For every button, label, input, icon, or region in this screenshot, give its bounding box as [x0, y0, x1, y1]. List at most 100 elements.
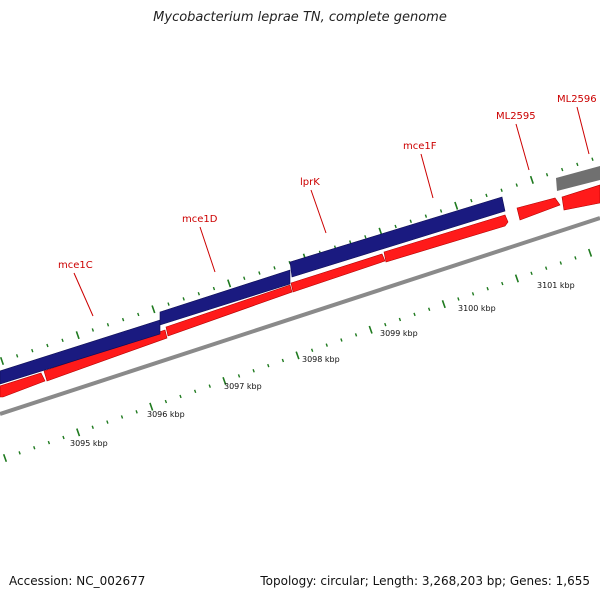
- scale-label-layer: 3095 kbp 3096 kbp 3097 kbp 3098 kbp 3099…: [70, 281, 575, 448]
- outer-scale-tick: [167, 302, 170, 306]
- outer-scale-tick: [454, 201, 459, 210]
- scale-label-3099: 3099 kbp: [380, 329, 418, 338]
- inner-scale-tick: [18, 451, 21, 455]
- inner-scale-tick: [106, 420, 109, 424]
- inner-scale-tick: [91, 425, 94, 429]
- outer-scale-tick: [545, 172, 549, 177]
- outer-scale-tick: [182, 297, 185, 301]
- gene-arrow-ml2595[interactable]: [516, 197, 561, 221]
- outer-scale-tick: [137, 312, 140, 317]
- inner-scale-tick: [325, 343, 328, 347]
- inner-scale-tick: [164, 399, 168, 404]
- inner-scale-tick: [149, 402, 154, 411]
- outer-scale-tick: [75, 331, 80, 340]
- accession-text: Accession: NC_002677: [9, 574, 146, 588]
- gene-block-lprk-mce1f[interactable]: [289, 196, 506, 278]
- outer-scale-tick: [0, 356, 5, 366]
- gene-arrow-lprk-reverse[interactable]: [290, 253, 386, 293]
- inner-scale-tick: [237, 374, 241, 378]
- outer-scale-tick: [529, 175, 534, 184]
- scale-label-3098: 3098 kbp: [302, 355, 340, 364]
- inner-scale-tick: [587, 248, 593, 257]
- inner-scale-tick: [427, 307, 431, 311]
- outer-scale-tick: [485, 193, 488, 198]
- outer-scale-tick: [258, 271, 261, 275]
- gene-block-mce1b[interactable]: [0, 319, 161, 385]
- inner-tick-track: [2, 248, 593, 463]
- inner-scale-tick: [413, 312, 416, 317]
- gene-label-lprk[interactable]: lprK: [300, 177, 320, 188]
- gene-arrow-mce1f-reverse[interactable]: [383, 214, 509, 263]
- inner-scale-tick: [252, 369, 255, 373]
- outer-scale-tick: [576, 162, 579, 167]
- inner-scale-tick: [76, 428, 81, 437]
- outer-scale-tick: [515, 183, 518, 187]
- inner-scale-tick: [457, 297, 460, 301]
- reverse-strand-track: [0, 184, 600, 398]
- inner-scale-tick: [368, 325, 373, 334]
- inner-scale-tick: [281, 358, 285, 363]
- gene-arrow-mce1d-reverse[interactable]: [165, 284, 293, 337]
- map-title: Mycobacterium leprae TN, complete genome: [153, 10, 447, 25]
- outer-scale-tick: [500, 188, 503, 192]
- inner-scale-tick: [544, 266, 548, 270]
- outer-scale-tick: [106, 323, 110, 327]
- outer-scale-tick: [212, 286, 216, 291]
- outer-scale-tick: [243, 276, 246, 280]
- label-leader-mce1f: [420, 153, 434, 199]
- inner-scale-tick: [47, 440, 51, 445]
- outer-scale-tick: [409, 219, 412, 224]
- label-leader-lprk: [310, 189, 327, 234]
- outer-scale-tick: [424, 214, 428, 218]
- scale-label-3101: 3101 kbp: [537, 281, 575, 290]
- outer-scale-tick: [364, 235, 367, 239]
- inner-scale-tick: [135, 410, 138, 414]
- inner-scale-tick: [501, 281, 504, 286]
- label-leader-ml2595: [515, 123, 530, 171]
- scale-label-3100: 3100 kbp: [458, 304, 496, 313]
- outer-scale-tick: [91, 328, 95, 332]
- inner-scale-tick: [33, 445, 36, 450]
- outer-scale-tick: [121, 317, 125, 322]
- inner-scale-tick: [193, 389, 197, 394]
- inner-scale-tick: [120, 415, 124, 419]
- inner-scale-tick: [559, 261, 562, 265]
- gene-block-mce1c-mce1d[interactable]: [159, 269, 291, 326]
- outer-scale-tick: [197, 291, 201, 296]
- inner-scale-tick: [340, 338, 343, 342]
- gene-arrow-ml2596[interactable]: [561, 184, 600, 211]
- inner-scale-tick: [530, 271, 533, 276]
- gene-label-mce1d[interactable]: mce1D: [182, 214, 218, 225]
- label-leader-ml2596: [576, 106, 590, 155]
- outer-scale-tick: [439, 209, 443, 213]
- inner-scale-tick: [208, 384, 211, 388]
- topology-info-text: Topology: circular; Length: 3,268,203 bp…: [260, 574, 590, 588]
- inner-scale-tick: [179, 394, 182, 399]
- inner-scale-tick: [384, 322, 387, 327]
- genome-backbone: [0, 216, 600, 416]
- gene-block-ml2596[interactable]: [556, 166, 600, 191]
- gene-arrow-mce1b-reverse[interactable]: [0, 372, 46, 398]
- scale-label-3095: 3095 kbp: [70, 439, 108, 448]
- outer-scale-tick: [46, 343, 49, 348]
- inner-scale-tick: [574, 256, 577, 260]
- scale-label-3097: 3097 kbp: [224, 382, 262, 391]
- outer-scale-tick: [591, 157, 594, 161]
- inner-scale-tick: [514, 274, 520, 283]
- inner-scale-tick: [441, 300, 446, 309]
- gene-label-mce1c[interactable]: mce1C: [58, 260, 93, 271]
- outer-scale-tick: [273, 266, 276, 270]
- inner-scale-tick: [2, 453, 8, 463]
- outer-scale-tick: [470, 198, 473, 203]
- outer-tick-track: [0, 157, 594, 366]
- outer-scale-tick: [349, 240, 352, 244]
- outer-scale-tick: [227, 279, 232, 288]
- gene-label-ml2596[interactable]: ML2596: [557, 94, 597, 105]
- scale-label-3096: 3096 kbp: [147, 410, 185, 419]
- gene-label-ml2595[interactable]: ML2595: [496, 111, 536, 122]
- gene-label-layer: mce1C mce1D lprK mce1F ML2595 ML2596: [58, 94, 597, 317]
- outer-scale-tick: [61, 338, 64, 343]
- forward-strand-track: [0, 166, 600, 385]
- inner-scale-tick: [486, 286, 489, 291]
- gene-label-mce1f[interactable]: mce1F: [403, 141, 437, 152]
